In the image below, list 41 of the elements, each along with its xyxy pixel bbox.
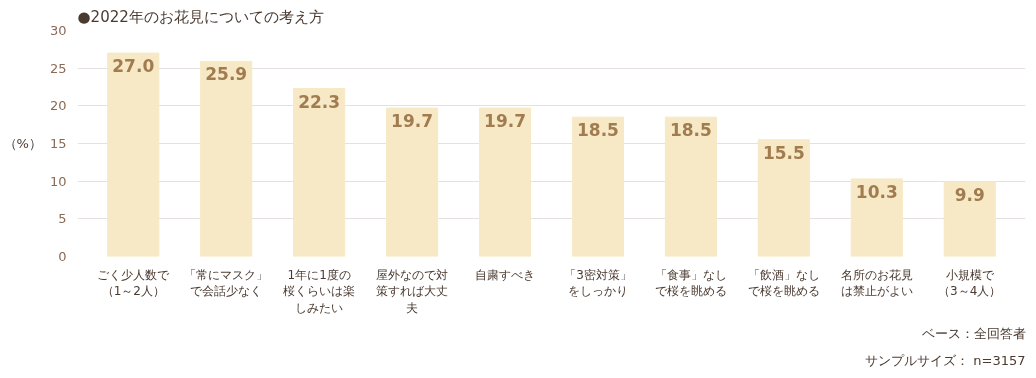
bar [200,60,253,257]
y-tick-label: 10 [49,173,67,189]
x-tick-label: 「飲酒」なしで桜を眺める [747,267,820,299]
bar [943,181,996,257]
x-tick-label: 自粛すべき [475,267,536,282]
x-tick-label: 小規模で（3～4人） [938,267,1002,299]
text: ベース：全回答者 [921,325,1026,341]
y-axis-title: （%） [3,136,42,151]
bar [850,178,903,257]
data-label: 19.7 [484,111,527,132]
x-tick-label: 1年に1度の桜くらいは楽しみたい [283,267,356,316]
bar [293,88,346,257]
data-label: 15.5 [762,142,805,163]
data-label: 22.3 [298,91,341,112]
y-tick-label: 0 [58,249,67,264]
bar [107,52,160,257]
data-label: 18.5 [577,120,619,141]
x-tick-label: 「常にマスク」で会話少なく [184,267,269,299]
y-tick-label: 5 [58,211,67,227]
x-tick-label: ごく少人数で（1～2人） [97,267,171,299]
data-label: 27.0 [112,56,155,77]
x-tick-label: 「3密対策」をしっかり [564,267,632,299]
data-label: 10.3 [855,181,898,202]
bar [664,116,717,257]
y-tick-label: 15 [49,136,67,151]
x-tick-label: 「食事」なしで桜を眺める [654,267,727,299]
chart-title: ●2022年のお花見についての考え方 [77,7,324,26]
bar [386,107,439,257]
y-tick-label: 25 [49,60,67,76]
data-label: 25.9 [205,64,248,85]
x-tick-label: 屋外なので対策すれば大丈夫 [376,267,449,316]
data-label: 18.5 [669,120,712,141]
bar [571,116,625,257]
x-tick-label: 名所のお花見は禁止がよい [840,267,913,299]
bar [757,139,810,257]
bar [478,107,532,257]
data-label: 9.9 [954,184,985,205]
y-tick-label: 20 [49,98,67,114]
text: サンプルサイズ： n=3157 [865,352,1026,368]
data-label: 19.7 [391,111,434,132]
y-tick-label: 30 [49,23,67,38]
